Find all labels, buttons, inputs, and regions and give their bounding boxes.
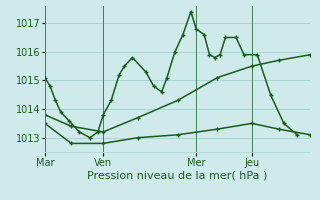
X-axis label: Pression niveau de la mer( hPa ): Pression niveau de la mer( hPa ) [87,170,268,180]
